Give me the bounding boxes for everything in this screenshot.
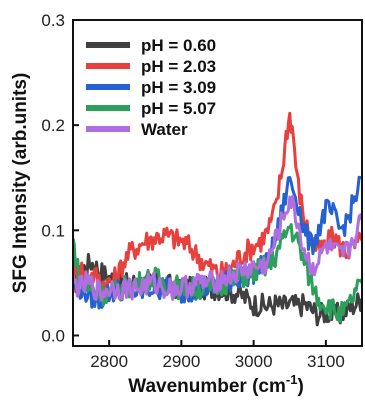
legend-label: pH = 0.60 [141, 36, 216, 55]
x-axis-title-superscript: -1 [286, 372, 298, 387]
plot-frame [72, 19, 363, 347]
x-tick-label: 2900 [162, 352, 200, 371]
legend-label: Water [141, 120, 188, 139]
legend-label: pH = 2.03 [141, 57, 216, 76]
y-axis-title: SFG Intensity (arb.units) [10, 73, 31, 294]
series-line-2 [73, 111, 362, 296]
x-axis-title-close: ) [297, 376, 303, 397]
y-tick-label: 0.2 [41, 116, 65, 135]
legend: pH = 0.60 pH = 2.03 pH = 3.09 pH = 5.07 Wate… [86, 36, 216, 139]
x-axis-title: Wavenumber (cm-1) [128, 372, 304, 397]
y-tick-label: 0.3 [41, 11, 65, 30]
x-tick-label: 3000 [235, 352, 273, 371]
x-tick-label: 3100 [307, 352, 345, 371]
series-line-5 [73, 194, 362, 302]
y-tick-label: 0.0 [41, 326, 65, 345]
y-tick-label: 0.1 [41, 221, 65, 240]
x-tick-label: 2800 [90, 352, 128, 371]
legend-label: pH = 3.09 [141, 78, 216, 97]
x-axis-title-main: Wavenumber (cm [128, 376, 286, 397]
legend-label: pH = 5.07 [141, 99, 216, 118]
